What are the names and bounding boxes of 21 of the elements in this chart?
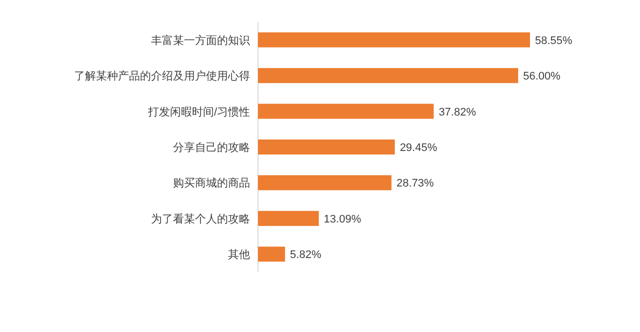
bar xyxy=(258,246,286,262)
y-tick-label: 打发闲暇时间/习惯性 xyxy=(146,105,250,118)
y-tick-label: 其他 xyxy=(228,248,250,262)
y-tick-label: 为了看某个人的攻略 xyxy=(151,212,250,226)
bar xyxy=(258,140,395,154)
data-label: 13.09% xyxy=(324,213,362,226)
bar xyxy=(258,210,319,226)
data-label: 56.00% xyxy=(523,70,561,83)
data-label: 5.82% xyxy=(290,249,322,262)
data-label: 58.55% xyxy=(535,34,573,47)
bar xyxy=(258,32,530,48)
bar xyxy=(258,104,434,119)
bar xyxy=(258,68,518,84)
y-tick-label: 了解某种产品的介绍及用户使用心得 xyxy=(74,70,250,83)
data-label: 28.73% xyxy=(396,178,434,190)
bar xyxy=(258,175,392,190)
y-tick-label: 丰富某一方面的知识 xyxy=(151,34,250,47)
y-tick-label: 购买商城的商品 xyxy=(173,176,250,190)
data-label: 29.45% xyxy=(400,142,438,154)
y-tick-label: 分享自己的攻略 xyxy=(173,141,250,154)
data-label: 37.82% xyxy=(438,106,476,118)
